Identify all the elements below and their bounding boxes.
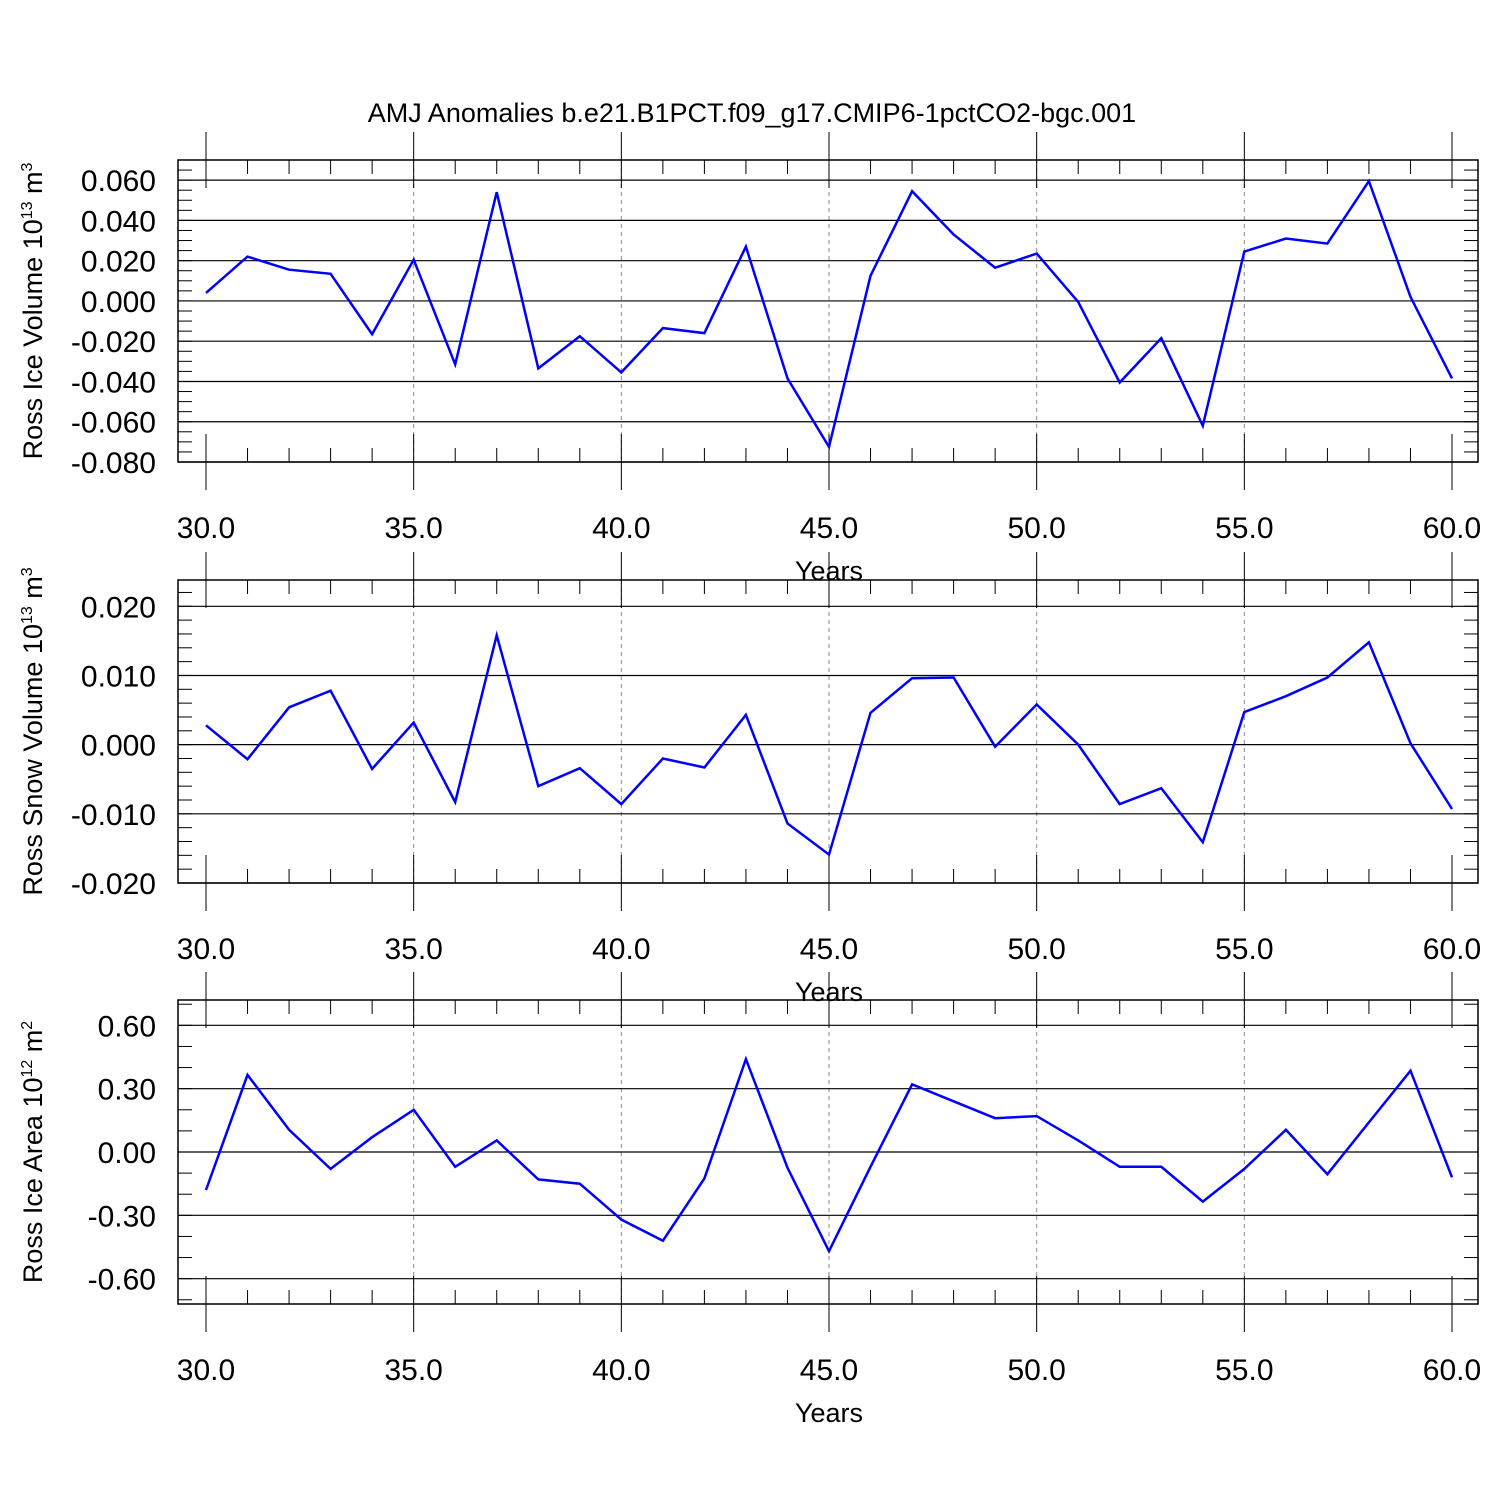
x-tick-label: 50.0 [1007,933,1065,966]
y-tick-label: 0.010 [81,660,156,693]
x-tick-label: 45.0 [800,933,858,966]
x-tick-label: 35.0 [384,1354,442,1387]
x-axis-label: Years [795,1398,863,1428]
y-tick-label: -0.020 [71,326,156,359]
y-tick-label: 0.040 [81,205,156,238]
x-tick-label: 30.0 [177,512,235,545]
y-tick-label: -0.080 [71,447,156,480]
x-tick-label: 50.0 [1007,512,1065,545]
y-tick-label: 0.60 [98,1010,156,1043]
figure-title: AMJ Anomalies b.e21.B1PCT.f09_g17.CMIP6-… [368,98,1136,128]
plot-frame [177,159,1479,463]
x-tick-label: 30.0 [177,1354,235,1387]
y-tick-label: 0.020 [81,591,156,624]
x-tick-label: 55.0 [1215,933,1273,966]
plot-frame [177,579,1479,884]
y-tick-label: -0.060 [71,407,156,440]
panels: -0.080 -0.060 -0.040 -0.020 0.000 0.020 0.040 0… [18,132,1481,1428]
y-axis-label: Ross Snow Volume 1013 m3 [18,567,48,895]
y-tick-label: 0.000 [81,286,156,319]
x-tick-label: 45.0 [800,1354,858,1387]
x-tick-label: 50.0 [1007,1354,1065,1387]
chart-panel-1: -0.080 -0.060 -0.040 -0.020 0.000 0.020 0.040 0… [18,132,1481,586]
x-tick-label: 60.0 [1423,933,1481,966]
chart-panel-2: -0.020 -0.010 0.000 0.010 0.020 30.0 35.0 40.0 4… [18,552,1481,1007]
y-tick-label: 0.060 [81,165,156,198]
y-tick-label: -0.020 [71,868,156,901]
x-tick-label: 35.0 [384,512,442,545]
y-tick-label: 0.00 [98,1137,156,1170]
y-tick-label: 0.000 [81,730,156,763]
series-line [204,1055,1454,1255]
x-tick-label: 30.0 [177,933,235,966]
x-tick-label: 45.0 [800,512,858,545]
y-tick-label: -0.30 [88,1200,156,1233]
y-tick-label: -0.60 [88,1264,156,1297]
y-tick-label: 0.30 [98,1074,156,1107]
x-tick-label: 40.0 [592,933,650,966]
x-tick-label: 35.0 [384,933,442,966]
x-tick-label: 55.0 [1215,1354,1273,1387]
y-axis-label: Ross Ice Volume 1013 m3 [18,162,48,459]
y-axis-label: Ross Ice Area 1012 m2 [18,1021,48,1283]
y-tick-label: 0.020 [81,246,156,279]
x-tick-label: 60.0 [1423,1354,1481,1387]
chart-panel-3: -0.60 -0.30 0.00 0.30 0.60 30.0 35.0 40.0 45.0 50… [18,972,1481,1428]
x-tick-label: 40.0 [592,1354,650,1387]
x-tick-label: 40.0 [592,512,650,545]
y-tick-label: -0.010 [71,799,156,832]
series-line [205,630,1454,857]
x-tick-label: 60.0 [1423,512,1481,545]
y-tick-label: -0.040 [71,366,156,399]
series-line [205,178,1454,451]
x-tick-label: 55.0 [1215,512,1273,545]
